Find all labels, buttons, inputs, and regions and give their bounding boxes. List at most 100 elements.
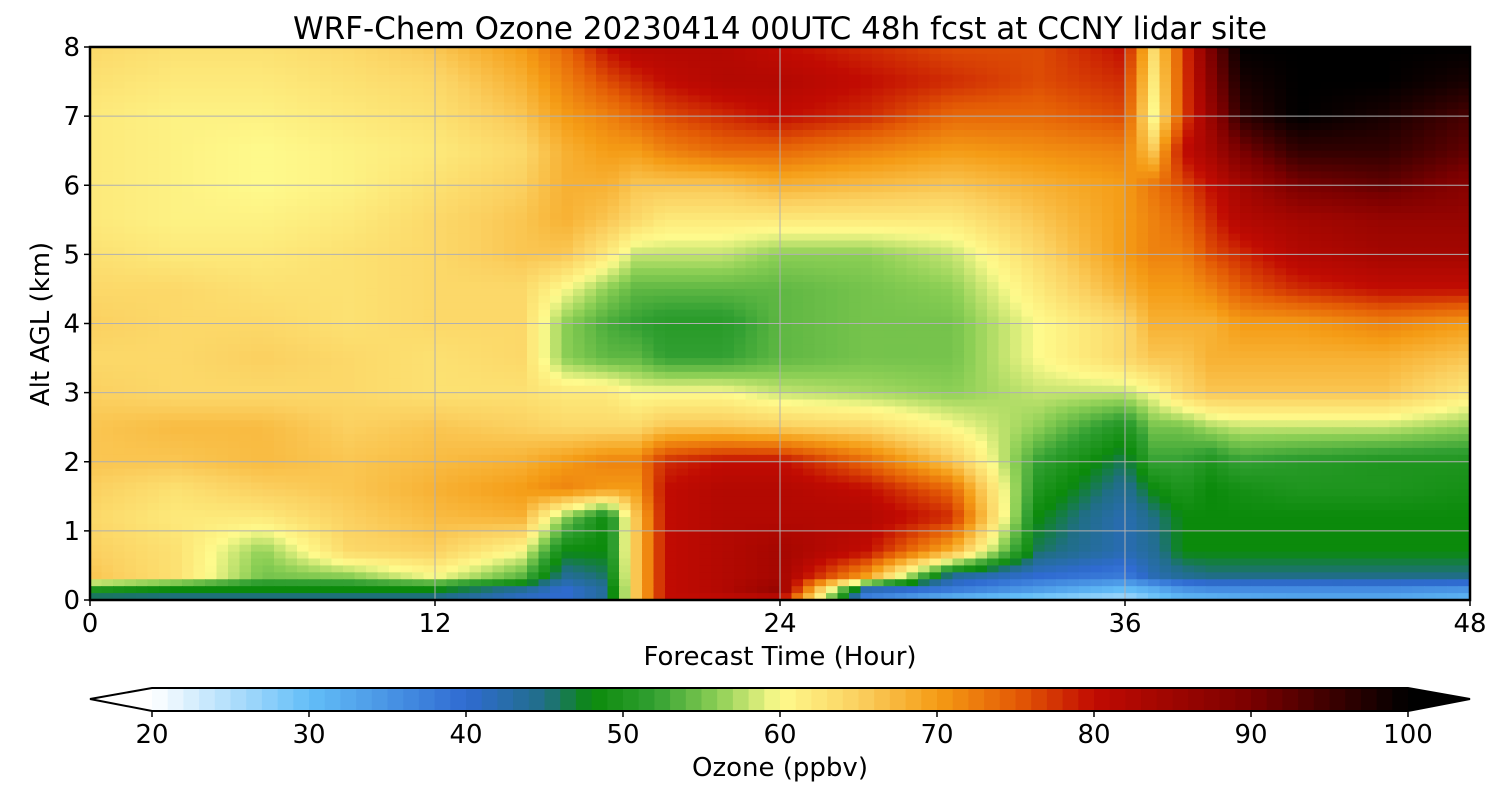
heatmap-cell: [630, 102, 643, 110]
heatmap-cell: [1171, 282, 1184, 290]
heatmap-cell: [285, 143, 298, 152]
heatmap-cell: [170, 330, 183, 338]
heatmap-cell: [1021, 143, 1034, 152]
heatmap-cell: [90, 129, 103, 138]
heatmap-cell: [193, 330, 206, 338]
heatmap-cell: [1182, 109, 1195, 117]
heatmap-cell: [1355, 136, 1368, 145]
heatmap-cell: [481, 288, 494, 297]
heatmap-cell: [170, 268, 183, 276]
heatmap-cell: [538, 316, 551, 325]
heatmap-cell: [239, 60, 252, 69]
heatmap-cell: [423, 295, 436, 304]
heatmap-cell: [722, 60, 735, 69]
heatmap-cell: [699, 226, 712, 235]
heatmap-cell: [1251, 288, 1264, 297]
heatmap-cell: [837, 330, 850, 338]
heatmap-cell: [1102, 143, 1115, 152]
heatmap-cell: [1309, 102, 1322, 110]
heatmap-cell: [1240, 254, 1253, 262]
heatmap-cell: [1090, 178, 1103, 186]
heatmap-cell: [515, 282, 528, 290]
heatmap-cell: [435, 178, 448, 186]
heatmap-cell: [228, 226, 241, 235]
heatmap-cell: [722, 178, 735, 186]
heatmap-cell: [1067, 81, 1080, 90]
heatmap-cell: [791, 192, 804, 200]
heatmap-cell: [1021, 95, 1034, 103]
heatmap-cell: [550, 67, 563, 76]
heatmap-cell: [1205, 60, 1218, 69]
heatmap-cell: [653, 323, 666, 332]
heatmap-cell: [561, 157, 574, 166]
heatmap-cell: [975, 150, 988, 159]
heatmap-cell: [584, 323, 597, 332]
heatmap-cell: [1217, 164, 1230, 173]
heatmap-cell: [412, 136, 425, 145]
heatmap-cell: [1171, 233, 1184, 242]
heatmap-cell: [1033, 275, 1046, 283]
heatmap-cell: [1309, 323, 1322, 332]
heatmap-cell: [377, 102, 390, 110]
heatmap-cell: [1240, 150, 1253, 159]
heatmap-cell: [331, 109, 344, 117]
heatmap-cell: [228, 185, 241, 193]
heatmap-cell: [1194, 282, 1207, 290]
heatmap-cell: [262, 192, 275, 200]
heatmap-cell: [1090, 109, 1103, 117]
heatmap-cell: [918, 330, 931, 338]
heatmap-cell: [826, 247, 839, 255]
heatmap-cell: [630, 199, 643, 207]
heatmap-cell: [561, 309, 574, 318]
heatmap-cell: [1401, 74, 1414, 83]
heatmap-cell: [952, 192, 965, 200]
heatmap-cell: [1458, 88, 1471, 96]
heatmap-cell: [952, 116, 965, 124]
heatmap-cell: [159, 240, 172, 249]
heatmap-cell: [193, 268, 206, 276]
heatmap-cell: [1274, 282, 1287, 290]
heatmap-cell: [1102, 150, 1115, 159]
heatmap-cell: [262, 240, 275, 249]
heatmap-cell: [1044, 282, 1057, 290]
heatmap-cell: [1435, 102, 1448, 110]
heatmap-cell: [1033, 240, 1046, 249]
heatmap-cell: [377, 95, 390, 103]
heatmap-cell: [1240, 95, 1253, 103]
heatmap-cell: [1240, 199, 1253, 207]
heatmap-cell: [1079, 178, 1092, 186]
heatmap-cell: [1159, 212, 1172, 221]
heatmap-cell: [205, 171, 218, 179]
heatmap-cell: [239, 199, 252, 207]
heatmap-cell: [1286, 157, 1299, 166]
heatmap-cell: [1205, 233, 1218, 242]
heatmap-cell: [895, 157, 908, 166]
heatmap-cell: [159, 95, 172, 103]
heatmap-cell: [1044, 302, 1057, 311]
heatmap-cell: [1136, 316, 1149, 325]
heatmap-cell: [1067, 192, 1080, 200]
heatmap-cell: [1355, 88, 1368, 96]
heatmap-cell: [159, 254, 172, 262]
heatmap-cell: [515, 205, 528, 214]
heatmap-cell: [1274, 302, 1287, 311]
heatmap-cell: [446, 330, 459, 338]
heatmap-cell: [619, 247, 632, 255]
heatmap-cell: [1435, 67, 1448, 76]
heatmap-cell: [1205, 81, 1218, 90]
heatmap-cell: [193, 240, 206, 249]
heatmap-cell: [550, 282, 563, 290]
heatmap-cell: [734, 60, 747, 69]
heatmap-cell: [446, 295, 459, 304]
heatmap-cell: [1366, 254, 1379, 262]
heatmap-cell: [1355, 95, 1368, 103]
heatmap-cell: [941, 261, 954, 269]
heatmap-cell: [1033, 302, 1046, 311]
heatmap-cell: [205, 240, 218, 249]
heatmap-cell: [90, 157, 103, 166]
heatmap-cell: [584, 81, 597, 90]
heatmap-cell: [228, 316, 241, 325]
heatmap-cell: [929, 129, 942, 138]
heatmap-cell: [768, 192, 781, 200]
heatmap-cell: [987, 102, 1000, 110]
